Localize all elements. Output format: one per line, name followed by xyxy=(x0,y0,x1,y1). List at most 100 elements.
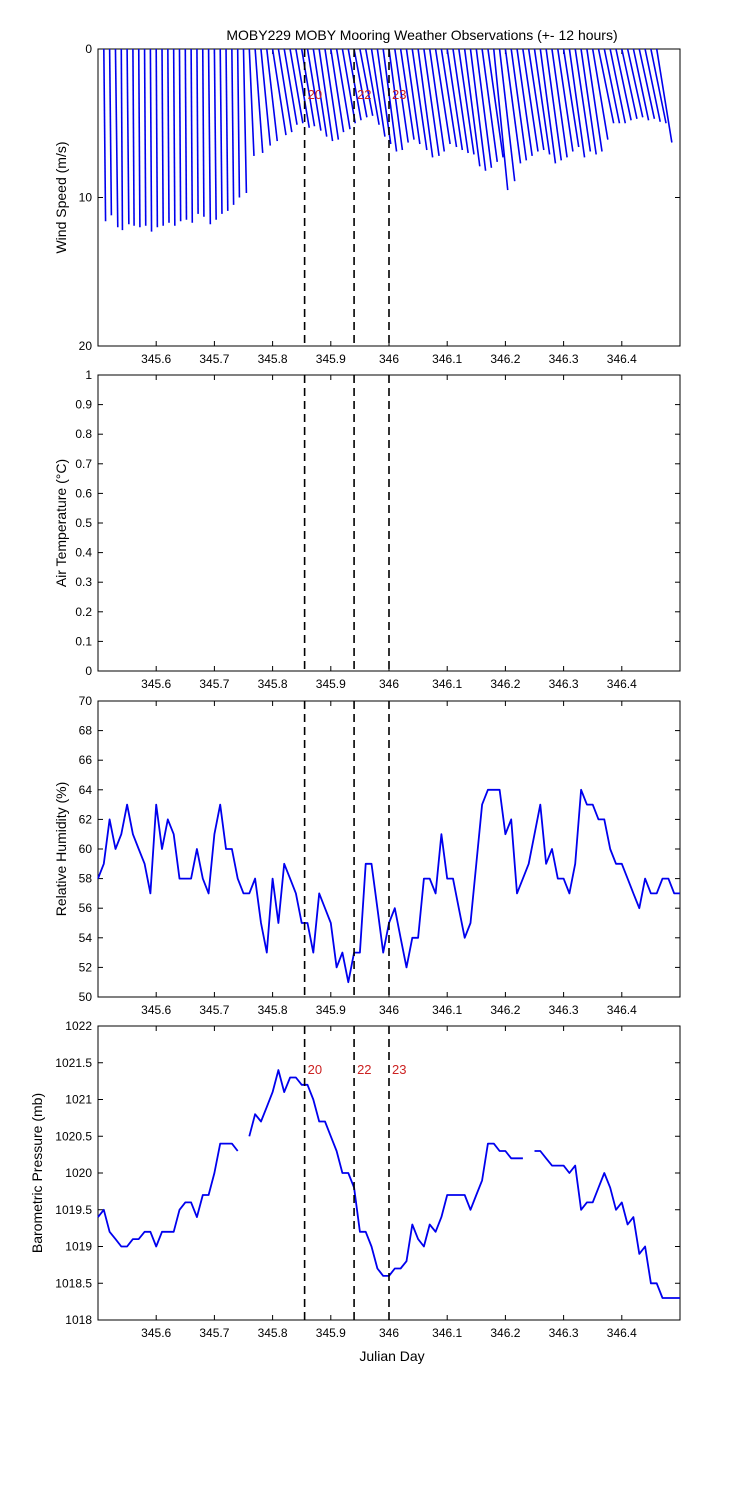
wind-stick xyxy=(318,48,334,142)
wind-stick xyxy=(190,48,194,223)
event-marker-label: 20 xyxy=(308,87,322,102)
wind-stick xyxy=(161,48,164,226)
x-tick-label: 345.7 xyxy=(199,352,229,366)
x-tick-label: 346.3 xyxy=(549,677,579,691)
x-tick-label: 345.9 xyxy=(316,352,346,366)
y-tick-label: 1020.5 xyxy=(55,1129,92,1143)
wind-speed-y-axis-label: Wind Speed (m/s) xyxy=(53,141,69,253)
wind-stick xyxy=(580,48,597,155)
wind-stick xyxy=(498,48,516,182)
wind-stick xyxy=(137,48,141,228)
wind-stick xyxy=(277,48,293,133)
y-tick-label: 0.9 xyxy=(75,398,92,412)
barometric-pressure-series-line xyxy=(534,1150,680,1299)
wind-stick xyxy=(458,48,475,155)
y-tick-label: 10 xyxy=(79,191,93,205)
x-tick-label: 346.3 xyxy=(549,1003,579,1017)
wind-stick xyxy=(330,48,345,133)
x-tick-label: 345.9 xyxy=(316,677,346,691)
wind-stick xyxy=(254,48,264,154)
wind-stick xyxy=(492,48,509,191)
wind-stick xyxy=(155,48,159,228)
chart-title: MOBY229 MOBY Mooring Weather Observation… xyxy=(226,27,617,43)
wind-stick xyxy=(196,48,199,214)
wind-stick xyxy=(621,48,638,119)
y-tick-label: 0 xyxy=(85,664,92,678)
x-tick-label: 346.2 xyxy=(490,677,520,691)
y-tick-label: 1 xyxy=(85,368,92,382)
wind-stick xyxy=(574,48,592,152)
wind-speed-panel: 0 10 20 345.6 345.7 345.8 345.9 346 346.1 346.2 34… xyxy=(53,42,681,366)
wind-stick xyxy=(615,48,632,121)
air-temperature-panel: 0 0.1 0.2 0.3 0.4 0.5 0.6 0.7 0.8 0.9 1 345.6 345.7 3… xyxy=(53,368,681,691)
x-tick-label: 346 xyxy=(379,677,399,691)
wind-stick xyxy=(231,48,235,205)
wind-stick xyxy=(149,48,153,232)
x-tick-label: 346.2 xyxy=(490,352,520,366)
wind-stick xyxy=(289,48,304,124)
wind-stick xyxy=(481,48,499,162)
wind-stick xyxy=(201,48,205,217)
wind-stick xyxy=(545,48,563,161)
wind-stick xyxy=(417,48,434,158)
wind-stick xyxy=(225,48,229,211)
x-tick-label: 345.6 xyxy=(141,1003,171,1017)
wind-stick xyxy=(597,48,615,124)
y-tick-label: 60 xyxy=(79,842,93,856)
wind-stick xyxy=(469,48,487,171)
wind-stick xyxy=(556,48,574,152)
wind-stick xyxy=(626,48,644,118)
wind-stick xyxy=(516,48,533,157)
wind-stick xyxy=(551,48,568,158)
x-tick-label: 346.4 xyxy=(607,1003,637,1017)
x-tick-label: 345.6 xyxy=(141,352,171,366)
x-tick-label: 345.6 xyxy=(141,1326,171,1340)
x-tick-label: 345.7 xyxy=(199,1003,229,1017)
x-tick-label: 346.1 xyxy=(432,1003,462,1017)
x-tick-label: 345.7 xyxy=(199,677,229,691)
wind-stick xyxy=(219,48,223,214)
y-tick-label: 1018.5 xyxy=(55,1276,92,1290)
event-marker-label: 22 xyxy=(357,87,371,102)
x-tick-label: 345.6 xyxy=(141,677,171,691)
y-tick-label: 20 xyxy=(79,339,93,353)
wind-stick xyxy=(440,48,458,148)
y-tick-label: 0.8 xyxy=(75,427,92,441)
relative-humidity-panel: 50 52 54 56 58 60 62 64 66 68 70 345.6 345.7 345.8 345… xyxy=(53,694,681,1017)
wind-stick xyxy=(644,48,661,122)
wind-stick xyxy=(242,48,248,194)
wind-stick xyxy=(522,48,539,152)
wind-stick xyxy=(510,48,528,161)
y-tick-label: 1021.5 xyxy=(55,1056,92,1070)
wind-stick xyxy=(248,48,255,156)
wind-stick xyxy=(114,48,119,228)
barometric-pressure-series-line xyxy=(97,1142,239,1248)
wind-stick xyxy=(609,48,627,124)
wind-stick xyxy=(539,48,557,164)
y-tick-label: 1020 xyxy=(65,1166,92,1180)
x-tick-label: 346 xyxy=(379,1003,399,1017)
air-temperature-y-axis-label: Air Temperature (°C) xyxy=(53,459,69,587)
wind-stick xyxy=(143,48,147,226)
x-tick-label: 346.3 xyxy=(549,352,579,366)
wind-stick xyxy=(388,48,404,151)
barometric-pressure-series-line xyxy=(248,1069,523,1277)
y-tick-label: 0.7 xyxy=(75,457,92,471)
wind-stick xyxy=(434,48,451,145)
y-tick-label: 0.4 xyxy=(75,546,92,560)
y-tick-label: 64 xyxy=(79,783,93,797)
x-tick-label: 346.2 xyxy=(490,1326,520,1340)
x-tick-label: 345.9 xyxy=(316,1003,346,1017)
y-tick-label: 0.2 xyxy=(75,605,92,619)
wind-stick xyxy=(382,48,398,152)
wind-stick xyxy=(405,48,421,145)
wind-stick xyxy=(347,48,362,121)
x-tick-label: 345.8 xyxy=(258,1326,288,1340)
wind-stick xyxy=(423,48,440,157)
wind-stick xyxy=(475,48,493,168)
x-tick-label: 345.7 xyxy=(199,1326,229,1340)
wind-stick xyxy=(591,48,609,140)
y-tick-label: 52 xyxy=(79,960,93,974)
